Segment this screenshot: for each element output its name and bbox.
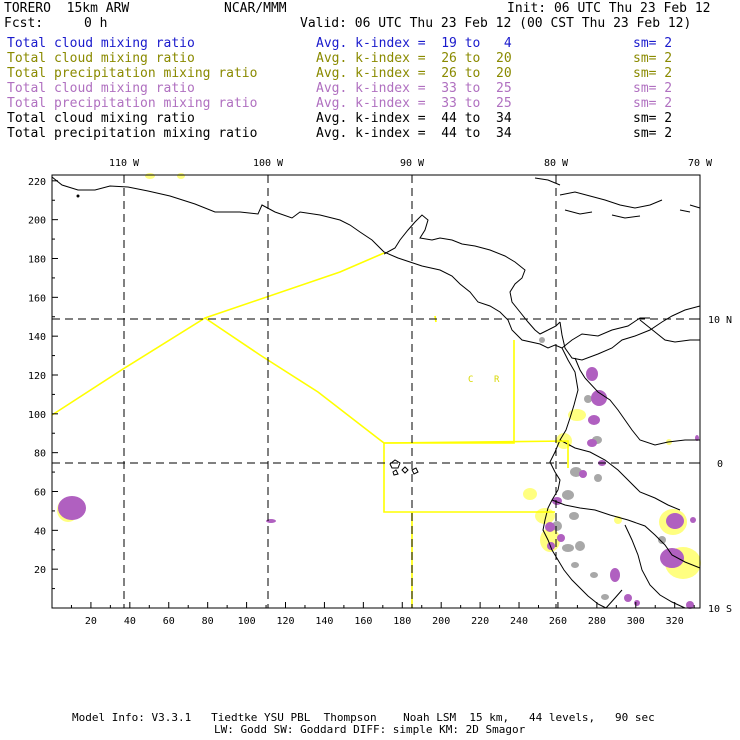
legend-kindex: Avg. k-index = 33 to 25 [316, 81, 512, 96]
y-tick-label: 40 [34, 526, 46, 537]
latitude-label: 10 S [708, 604, 732, 615]
legend-field: Total precipitation mixing ratio [7, 126, 258, 141]
longitude-label: 70 W [688, 158, 713, 169]
x-tick-label: 280 [588, 616, 606, 627]
precip-shading [57, 173, 701, 609]
x-tick-label: 40 [124, 616, 136, 627]
legend-field: Total cloud mixing ratio [7, 81, 195, 96]
valid-time: Valid: 06 UTC Thu 23 Feb 12 (00 CST Thu … [300, 16, 692, 31]
x-tick-label: 160 [354, 616, 372, 627]
y-tick-label: 200 [28, 216, 46, 227]
x-tick-label: 80 [202, 616, 214, 627]
legend-field: Total cloud mixing ratio [7, 36, 195, 51]
longitude-label: 80 W [544, 158, 569, 169]
axis-ticks [52, 175, 701, 609]
latitude-label: 10 N [708, 315, 732, 326]
legend-field: Total cloud mixing ratio [7, 111, 195, 126]
legend-kindex: Avg. k-index = 26 to 20 [316, 51, 512, 66]
y-tick-label: 220 [28, 177, 46, 188]
footer-physics-info: LW: Godd SW: Goddard DIFF: simple KM: 2D… [214, 723, 526, 736]
legend-smoothing: sm= 2 [633, 111, 673, 126]
x-tick-label: 240 [510, 616, 528, 627]
y-tick-label: 180 [28, 254, 46, 265]
x-tick-label: 20 [85, 616, 97, 627]
legend-kindex: Avg. k-index = 44 to 34 [316, 111, 512, 126]
longitude-label: 100 W [253, 158, 284, 169]
longitude-label: 110 W [109, 158, 140, 169]
x-tick-label: 260 [549, 616, 567, 627]
x-tick-label: 300 [627, 616, 645, 627]
y-tick-label: 20 [34, 565, 46, 576]
legend-kindex: Avg. k-index = 19 to 4 [316, 36, 512, 51]
gray-field [539, 337, 666, 600]
x-tick-label: 60 [163, 616, 175, 627]
region-label-c: C [468, 375, 473, 385]
latitude-label: 0 [717, 459, 723, 470]
lat-lon-grid [52, 175, 700, 608]
legend-kindex: Avg. k-index = 26 to 20 [316, 66, 512, 81]
legend-smoothing: sm= 2 [633, 126, 673, 141]
x-tick-label: 100 [238, 616, 256, 627]
y-tick-label: 120 [28, 371, 46, 382]
y-tick-label: 80 [34, 449, 46, 460]
x-tick-label: 140 [315, 616, 333, 627]
init-time: Init: 06 UTC Thu 23 Feb 12 [507, 1, 711, 16]
x-tick-label: 320 [666, 616, 684, 627]
domain-boundaries: C R [51, 252, 569, 608]
y-tick-label: 140 [28, 332, 46, 343]
yellow-field [57, 173, 701, 579]
y-tick-label: 160 [28, 293, 46, 304]
region-label-r: R [494, 375, 500, 385]
forecast-label: Fcst: [4, 16, 44, 31]
x-tick-label: 180 [393, 616, 411, 627]
legend-field: Total precipitation mixing ratio [7, 66, 258, 81]
organization: NCAR/MMM [224, 1, 287, 16]
x-tick-label: 200 [432, 616, 450, 627]
map-panel: C R 20 40 60 80 100 120 140 160 180 200 220 240 260 2… [28, 158, 732, 627]
map-frame [51, 174, 701, 609]
footer-model-info: Model Info: V3.3.1 Tiedtke YSU PBL Thomp… [72, 711, 655, 724]
legend-smoothing: sm= 2 [633, 51, 673, 66]
x-tick-label: 220 [471, 616, 489, 627]
legend-smoothing: sm= 2 [633, 96, 673, 111]
legend-kindex: Avg. k-index = 33 to 25 [316, 96, 512, 111]
legend-smoothing: sm= 2 [633, 36, 673, 51]
x-tick-label: 120 [276, 616, 294, 627]
y-tick-label: 100 [28, 410, 46, 421]
coastlines [51, 176, 701, 609]
forecast-value: 0 h [84, 16, 108, 31]
y-tick-label: 60 [34, 487, 46, 498]
legend-smoothing: sm= 2 [633, 81, 673, 96]
longitude-label: 90 W [400, 158, 425, 169]
legend-kindex: Avg. k-index = 44 to 34 [316, 126, 512, 141]
model-title: TORERO 15km ARW [4, 1, 130, 16]
legend-smoothing: sm= 2 [633, 66, 673, 81]
purple-field [58, 367, 699, 609]
legend-field: Total precipitation mixing ratio [7, 96, 258, 111]
legend-field: Total cloud mixing ratio [7, 51, 195, 66]
axis-labels: 20 40 60 80 100 120 140 160 180 200 220 240 260 280 30… [28, 158, 732, 627]
